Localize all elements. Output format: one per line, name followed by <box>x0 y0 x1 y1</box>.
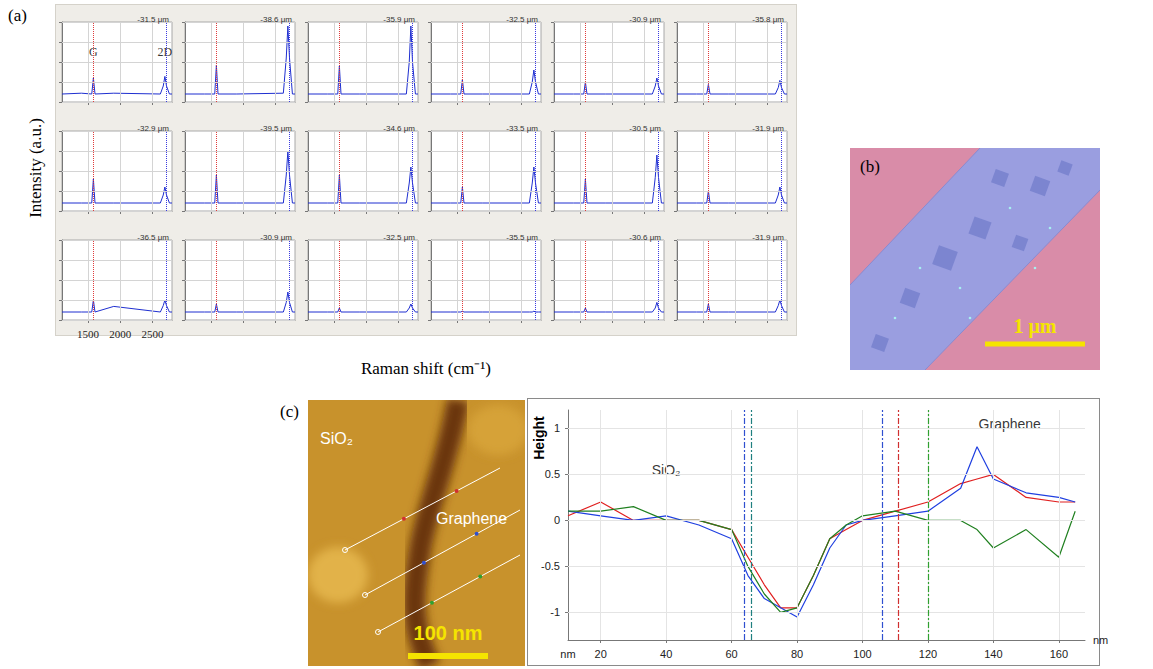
svg-text:-0.5: -0.5 <box>541 560 560 572</box>
svg-text:40: 40 <box>660 648 672 660</box>
svg-text:G: G <box>89 45 98 60</box>
svg-text:-32.5 μm: -32.5 μm <box>383 233 415 242</box>
svg-text:-32.5 μm: -32.5 μm <box>506 15 538 24</box>
html-text:Raman shift (cm⁻¹): Raman shift (cm⁻¹) <box>361 359 491 378</box>
svg-text:1500: 1500 <box>77 328 100 340</box>
svg-text:100: 100 <box>853 648 871 660</box>
html-text:(a): (a) <box>8 6 27 25</box>
svg-text:100 nm: 100 nm <box>414 622 483 644</box>
svg-text:2500: 2500 <box>142 328 165 340</box>
svg-text:1: 1 <box>554 422 560 434</box>
svg-text:-31.5 μm: -31.5 μm <box>137 15 169 24</box>
svg-text:160: 160 <box>1050 648 1068 660</box>
svg-text:nm: nm <box>1093 634 1108 646</box>
svg-text:-36.5 μm: -36.5 μm <box>137 233 169 242</box>
svg-text:-30.9 μm: -30.9 μm <box>629 15 661 24</box>
svg-text:-30.6 μm: -30.6 μm <box>629 233 661 242</box>
svg-text:-30.9 μm: -30.9 μm <box>260 233 292 242</box>
svg-text:1 μm: 1 μm <box>1014 315 1057 338</box>
svg-text:-39.5 μm: -39.5 μm <box>260 124 292 133</box>
html-text:Intensity (a.u.): Intensity (a.u.) <box>26 118 45 218</box>
svg-text:SiO₂: SiO₂ <box>320 430 353 447</box>
svg-text:20: 20 <box>595 648 607 660</box>
html-text:Height: Height <box>531 416 547 460</box>
svg-text:120: 120 <box>919 648 937 660</box>
svg-text:-35.8 μm: -35.8 μm <box>752 15 784 24</box>
svg-text:-35.5 μm: -35.5 μm <box>506 233 538 242</box>
svg-text:-35.9 μm: -35.9 μm <box>383 15 415 24</box>
svg-text:-31.9 μm: -31.9 μm <box>752 233 784 242</box>
svg-text:-33.5 μm: -33.5 μm <box>506 124 538 133</box>
svg-text:-30.5 μm: -30.5 μm <box>629 124 661 133</box>
svg-text:80: 80 <box>791 648 803 660</box>
svg-text:Graphene: Graphene <box>979 416 1041 432</box>
svg-text:SiO₂: SiO₂ <box>651 461 681 478</box>
svg-text:0.5: 0.5 <box>545 468 560 480</box>
svg-text:-1: -1 <box>550 606 560 618</box>
svg-text:2000: 2000 <box>109 328 131 340</box>
svg-text:nm: nm <box>560 648 575 660</box>
svg-text:(b): (b) <box>860 157 880 176</box>
svg-text:140: 140 <box>984 648 1002 660</box>
svg-text:-32.9 μm: -32.9 μm <box>137 124 169 133</box>
svg-text:-38.6 μm: -38.6 μm <box>260 15 292 24</box>
svg-text:-34.6 μm: -34.6 μm <box>383 124 415 133</box>
html-text:(c): (c) <box>280 402 299 421</box>
svg-text:0: 0 <box>554 514 560 526</box>
svg-text:Graphene: Graphene <box>436 510 507 527</box>
svg-text:60: 60 <box>725 648 737 660</box>
svg-text:-31.9 μm: -31.9 μm <box>752 124 784 133</box>
svg-text:2D: 2D <box>158 45 173 59</box>
